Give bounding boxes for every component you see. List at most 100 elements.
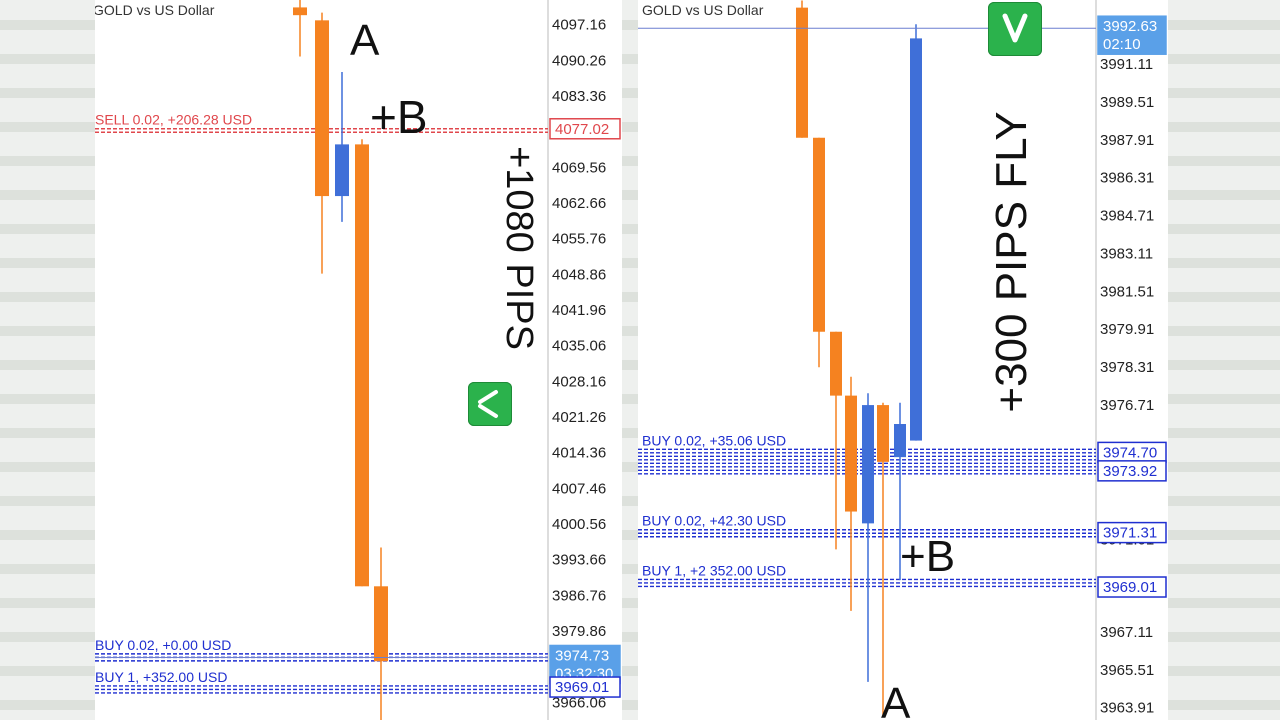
texture-stripe <box>0 394 95 404</box>
y-tick-label: 3978.31 <box>1100 359 1154 376</box>
texture-stripe <box>0 88 95 98</box>
bull-candle <box>894 402 906 581</box>
texture-stripe <box>622 122 638 132</box>
y-tick-label: 4048.86 <box>552 266 606 283</box>
y-tick-label: 3979.86 <box>552 623 606 640</box>
texture-stripe <box>622 496 638 506</box>
trade-line-group <box>638 529 1096 538</box>
texture-stripe <box>1168 496 1280 506</box>
texture-stripe <box>622 462 638 472</box>
y-tick-label: 3983.11 <box>1100 245 1153 262</box>
bull-candle <box>862 393 874 682</box>
texture-stripe <box>622 156 638 166</box>
y-tick-label: 3984.71 <box>1100 208 1154 225</box>
y-tick-label: 4014.36 <box>552 445 606 462</box>
texture-stripe <box>1168 122 1280 132</box>
price-tag-box <box>1097 460 1167 482</box>
texture-stripe <box>0 326 95 336</box>
price-tag-label: 3974.70 <box>1103 444 1157 461</box>
price-tag: 3969.01 <box>549 676 621 698</box>
texture-stripe <box>0 54 95 64</box>
y-tick-label: 3993.66 <box>552 552 606 569</box>
texture-stripe <box>0 530 95 540</box>
texture-stripe <box>0 20 95 30</box>
texture-stripe <box>0 292 95 302</box>
texture-stripe <box>0 224 95 234</box>
texture-stripe <box>1168 292 1280 302</box>
texture-stripe <box>1168 530 1280 540</box>
bear-candle <box>796 0 808 138</box>
price-tag-label: 3971.31 <box>1103 525 1157 542</box>
trade-label: BUY 0.02, +35.06 USD <box>642 432 786 448</box>
candle-body <box>894 424 906 458</box>
texture-stripe <box>622 530 638 540</box>
texture-stripe <box>1168 88 1280 98</box>
texture-stripe <box>1168 598 1280 608</box>
y-tick-label: 4090.26 <box>552 52 606 69</box>
texture-stripe <box>622 54 638 64</box>
y-tick-label: 3966.06 <box>552 694 606 711</box>
price-tag: 3974.70 <box>1097 441 1167 464</box>
price-tag: 3971.31 <box>1097 521 1167 544</box>
texture-stripe <box>0 496 95 506</box>
chart-left[interactable]: GOLD vs US Dollar 4097.16 4090.26 4083.36 4… <box>95 0 622 720</box>
texture-stripe <box>0 462 95 472</box>
candle-body <box>845 395 857 512</box>
candle-body <box>374 586 388 662</box>
texture-stripe <box>1168 428 1280 438</box>
check-icon <box>988 2 1042 56</box>
price-tag-box <box>1097 576 1167 598</box>
price-tag-label: 3974.73 <box>555 647 609 664</box>
candle-body <box>796 7 808 138</box>
texture-stripe <box>1168 190 1280 200</box>
texture-stripe <box>0 258 95 268</box>
trade-line-group <box>95 685 548 694</box>
y-tick-label: 3981.51 <box>1100 283 1154 300</box>
y-tick-label: 3991.11 <box>1100 56 1153 73</box>
chart-right[interactable]: GOLD vs US Dollar 3991.11 3989.51 3987.91 3… <box>638 0 1168 720</box>
bull-candle <box>910 24 922 441</box>
chart-right-canvas[interactable]: 3991.11 3989.51 3987.91 3986.31 3984.71 3983.… <box>638 0 1168 720</box>
bull-candle <box>335 72 349 222</box>
bear-candle <box>293 0 307 57</box>
texture-stripe <box>622 88 638 98</box>
y-tick-label: 4097.16 <box>552 17 606 34</box>
texture-stripe <box>622 224 638 234</box>
texture-stripe <box>1168 156 1280 166</box>
y-tick-label: 3986.31 <box>1100 170 1154 187</box>
texture-stripe <box>622 428 638 438</box>
bear-candle <box>355 139 369 587</box>
texture-stripe <box>622 394 638 404</box>
center-background-strip <box>622 0 638 720</box>
texture-stripe <box>0 122 95 132</box>
texture-stripe <box>622 190 638 200</box>
texture-stripe <box>1168 632 1280 642</box>
texture-stripe <box>622 258 638 268</box>
y-tick-label: 3979.91 <box>1100 321 1154 338</box>
texture-stripe <box>0 428 95 438</box>
texture-stripe <box>0 598 95 608</box>
y-tick-label: 3967.11 <box>1100 624 1153 641</box>
chart-title: GOLD vs US Dollar <box>95 2 215 18</box>
price-tag-time: 02:10 <box>1103 36 1141 53</box>
bear-candle <box>813 137 825 368</box>
texture-stripe <box>0 666 95 676</box>
price-tag-label: 3969.01 <box>555 679 609 696</box>
price-tag: 3973.92 <box>1097 460 1167 482</box>
trade-label: BUY 0.02, +42.30 USD <box>642 513 786 529</box>
candle-body <box>862 405 874 524</box>
texture-stripe <box>1168 20 1280 30</box>
texture-stripe <box>622 666 638 676</box>
texture-stripe <box>1168 394 1280 404</box>
chart-left-canvas[interactable]: 4097.16 4090.26 4083.36 4069.56 4062.66 4055.… <box>95 0 622 720</box>
texture-stripe <box>1168 224 1280 234</box>
texture-stripe <box>1168 360 1280 370</box>
candle-body <box>813 137 825 332</box>
texture-stripe <box>622 632 638 642</box>
annotation-pips: +1080 PIPS <box>498 146 540 350</box>
price-tag: 3969.01 <box>1097 576 1167 598</box>
candle-body <box>335 144 349 197</box>
y-tick-label: 4021.26 <box>552 409 606 426</box>
annotation-a: A <box>881 679 911 720</box>
y-tick-label: 3963.91 <box>1100 700 1154 717</box>
